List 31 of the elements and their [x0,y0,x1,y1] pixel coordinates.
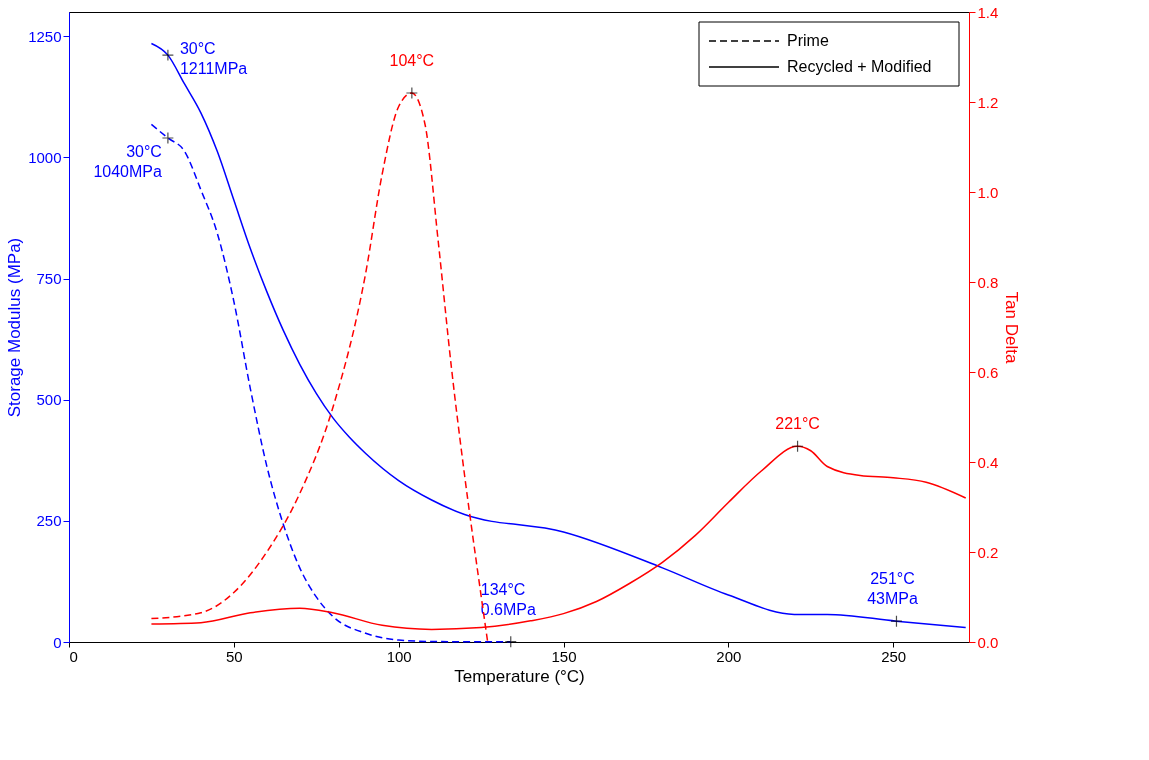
y2-tick-label: 0.0 [977,633,999,651]
x-tick-label: 150 [551,647,577,665]
x-tick-label: 50 [225,647,243,665]
legend-label: Prime [787,32,829,49]
y2-tick-label: 1.4 [977,3,999,21]
y2-tick-label: 1.2 [977,93,999,111]
x-tick-label: 250 [881,647,907,665]
y-axis-title: Storage Modulus (MPa) [5,237,25,418]
annotation: 30°C 1211MPa [179,40,248,78]
y-tick-label: 750 [36,270,62,288]
y-tick-label: 1250 [28,27,62,45]
x-tick-label: 0 [69,647,78,665]
y2-tick-label: 0.2 [977,543,999,561]
y-tick-label: 0 [53,633,62,651]
x-tick-label: 100 [386,647,412,665]
annotation: 30°C 1040MPa [93,143,162,180]
y-tick-label: 250 [36,512,62,530]
legend-label: Recycled + Modified [787,58,932,75]
y2-tick-label: 1.0 [977,183,999,201]
annotation: 104°C [389,52,435,69]
y2-tick-label: 0.8 [977,273,999,291]
y2-axis-title: Tan Delta [1002,291,1022,364]
x-axis-title: Temperature (°C) [454,666,585,686]
annotation: 134°C 0.6MPa [480,580,536,618]
annotation: 251°C 43MPa [867,570,918,608]
y2-tick-label: 0.6 [977,363,999,381]
annotation: 221°C [775,415,820,433]
y-tick-label: 500 [36,391,62,409]
x-tick-label: 200 [716,647,742,665]
y2-tick-label: 0.4 [977,453,999,471]
y-tick-label: 1000 [28,148,62,166]
